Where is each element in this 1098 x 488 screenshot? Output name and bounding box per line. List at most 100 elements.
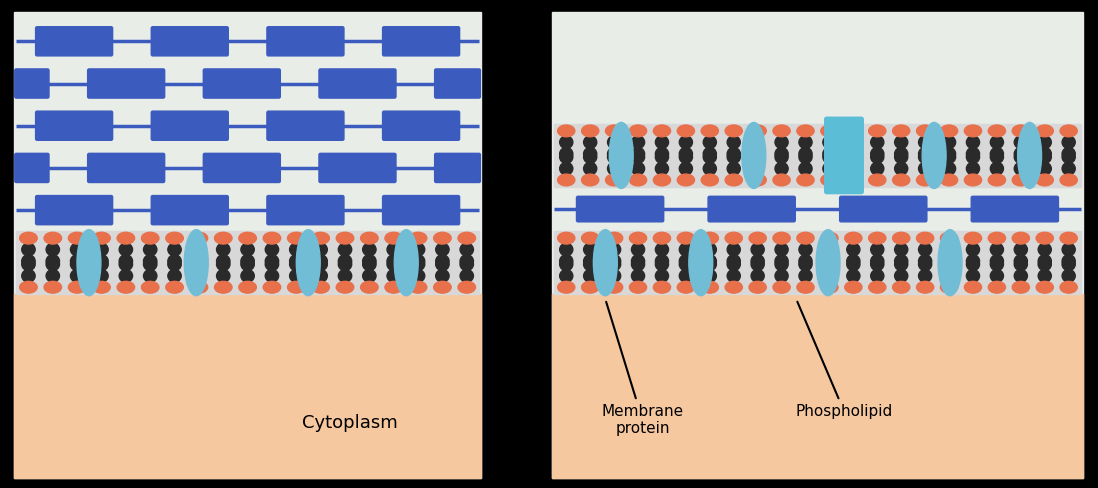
Ellipse shape xyxy=(290,269,303,282)
Ellipse shape xyxy=(631,136,645,148)
Ellipse shape xyxy=(144,255,157,267)
Ellipse shape xyxy=(922,122,946,188)
Bar xyxy=(16,231,479,294)
Ellipse shape xyxy=(70,258,83,271)
Ellipse shape xyxy=(1039,163,1051,175)
Ellipse shape xyxy=(264,282,281,293)
Ellipse shape xyxy=(653,174,671,186)
Ellipse shape xyxy=(631,163,645,175)
Ellipse shape xyxy=(749,232,766,244)
Ellipse shape xyxy=(990,163,1004,175)
FancyBboxPatch shape xyxy=(382,111,460,141)
Ellipse shape xyxy=(631,255,645,267)
FancyBboxPatch shape xyxy=(825,117,863,194)
Ellipse shape xyxy=(799,269,813,282)
Ellipse shape xyxy=(822,147,836,160)
Ellipse shape xyxy=(966,269,979,282)
Ellipse shape xyxy=(607,136,620,148)
Ellipse shape xyxy=(871,136,884,148)
Ellipse shape xyxy=(822,136,836,148)
Ellipse shape xyxy=(607,258,620,271)
Ellipse shape xyxy=(338,269,351,282)
Ellipse shape xyxy=(751,258,764,271)
FancyBboxPatch shape xyxy=(152,196,228,224)
Ellipse shape xyxy=(312,232,329,244)
Ellipse shape xyxy=(799,258,813,271)
Ellipse shape xyxy=(680,243,693,256)
FancyBboxPatch shape xyxy=(14,153,49,183)
Ellipse shape xyxy=(751,147,764,160)
Ellipse shape xyxy=(847,269,860,282)
Ellipse shape xyxy=(702,282,718,293)
Ellipse shape xyxy=(751,269,764,282)
Ellipse shape xyxy=(1039,255,1051,267)
Ellipse shape xyxy=(749,125,766,137)
Ellipse shape xyxy=(917,232,933,244)
Ellipse shape xyxy=(656,147,669,160)
Ellipse shape xyxy=(240,255,255,267)
Ellipse shape xyxy=(773,282,791,293)
Ellipse shape xyxy=(988,174,1006,186)
Ellipse shape xyxy=(362,255,376,267)
Ellipse shape xyxy=(1039,147,1051,160)
Ellipse shape xyxy=(869,282,886,293)
Ellipse shape xyxy=(680,269,693,282)
Ellipse shape xyxy=(1018,122,1042,188)
Ellipse shape xyxy=(192,269,205,282)
Ellipse shape xyxy=(168,269,181,282)
Ellipse shape xyxy=(749,282,766,293)
Ellipse shape xyxy=(821,125,838,137)
Ellipse shape xyxy=(360,232,378,244)
Ellipse shape xyxy=(338,258,351,271)
Ellipse shape xyxy=(629,232,647,244)
Ellipse shape xyxy=(895,269,908,282)
Ellipse shape xyxy=(436,255,449,267)
Ellipse shape xyxy=(338,243,351,256)
Ellipse shape xyxy=(560,269,573,282)
Ellipse shape xyxy=(584,258,596,271)
Ellipse shape xyxy=(560,163,573,175)
Ellipse shape xyxy=(584,151,596,163)
Ellipse shape xyxy=(336,232,354,244)
Bar xyxy=(14,12,481,478)
Ellipse shape xyxy=(1015,258,1028,271)
Ellipse shape xyxy=(844,282,862,293)
Ellipse shape xyxy=(988,125,1006,137)
Ellipse shape xyxy=(22,255,35,267)
Ellipse shape xyxy=(1015,243,1028,256)
Ellipse shape xyxy=(775,255,788,267)
Ellipse shape xyxy=(631,151,645,163)
Ellipse shape xyxy=(290,243,303,256)
Ellipse shape xyxy=(593,230,617,296)
Ellipse shape xyxy=(386,255,401,267)
Ellipse shape xyxy=(942,255,955,267)
Ellipse shape xyxy=(1062,258,1075,271)
Ellipse shape xyxy=(605,282,623,293)
Ellipse shape xyxy=(966,163,979,175)
Ellipse shape xyxy=(166,282,183,293)
Ellipse shape xyxy=(458,232,475,244)
Ellipse shape xyxy=(893,125,910,137)
Ellipse shape xyxy=(436,258,449,271)
Ellipse shape xyxy=(966,255,979,267)
Ellipse shape xyxy=(656,136,669,148)
FancyBboxPatch shape xyxy=(708,196,795,222)
Ellipse shape xyxy=(558,232,575,244)
Ellipse shape xyxy=(314,258,327,271)
Ellipse shape xyxy=(386,269,401,282)
Ellipse shape xyxy=(895,147,908,160)
Ellipse shape xyxy=(168,255,181,267)
Ellipse shape xyxy=(605,232,623,244)
Ellipse shape xyxy=(751,255,764,267)
Ellipse shape xyxy=(460,243,473,256)
Ellipse shape xyxy=(631,147,645,160)
Ellipse shape xyxy=(742,122,765,188)
Ellipse shape xyxy=(656,258,669,271)
Ellipse shape xyxy=(773,174,791,186)
Ellipse shape xyxy=(460,258,473,271)
Ellipse shape xyxy=(990,151,1004,163)
Ellipse shape xyxy=(656,151,669,163)
Ellipse shape xyxy=(288,232,305,244)
Ellipse shape xyxy=(558,125,575,137)
Ellipse shape xyxy=(70,255,83,267)
